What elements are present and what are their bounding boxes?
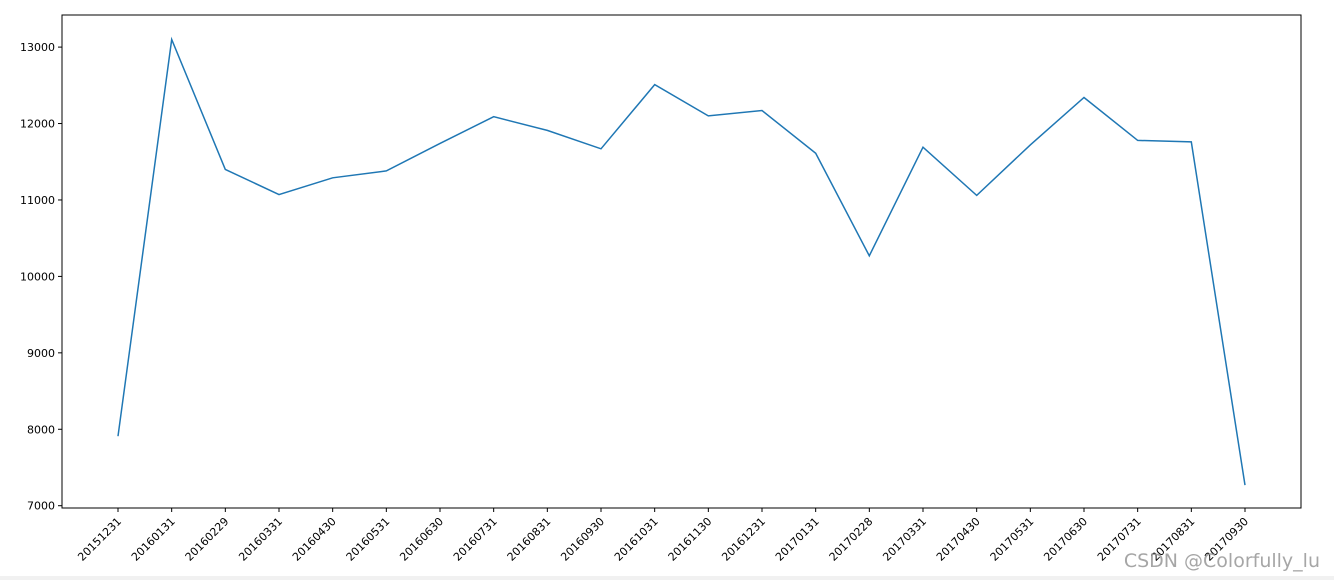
x-tick-label: 20160430: [290, 515, 339, 564]
x-tick-label: 20170131: [773, 515, 822, 564]
plot-area: [61, 14, 1302, 509]
y-tick-label: 13000: [20, 41, 55, 54]
x-tick-label: 20161130: [666, 515, 715, 564]
x-tick-label: 20160731: [451, 515, 500, 564]
y-axis: 7000 8000 9000 10000 11000 12000 13000: [20, 41, 62, 513]
x-tick-label: 20170430: [934, 515, 983, 564]
x-tick-label: 20161031: [612, 515, 661, 564]
watermark-text: CSDN @Colorfully_lu: [1123, 550, 1320, 572]
x-tick-label: 20160331: [236, 515, 285, 564]
bottom-strip: [0, 576, 1334, 580]
x-tick-label: 20160531: [344, 515, 393, 564]
x-tick-label: 20161231: [719, 515, 768, 564]
x-tick-label: 20160831: [505, 515, 554, 564]
x-axis: 20151231 20160131 20160229 20160331 20160430…: [75, 508, 1251, 564]
y-tick-label: 8000: [27, 423, 55, 436]
x-tick-label: 20160930: [558, 515, 607, 564]
y-tick-label: 10000: [20, 270, 55, 283]
y-tick-label: 12000: [20, 118, 55, 131]
x-tick-label: 20170531: [988, 515, 1037, 564]
y-tick-label: 7000: [27, 500, 55, 513]
x-tick-label: 20170331: [880, 515, 929, 564]
x-tick-label: 20151231: [75, 515, 124, 564]
y-tick-label: 11000: [20, 194, 55, 207]
series-line: [117, 36, 1246, 486]
x-tick-label: 20160630: [397, 515, 446, 564]
x-tick-label: 20160131: [129, 515, 178, 564]
x-tick-label: 20170630: [1041, 515, 1090, 564]
x-tick-label: 20170228: [827, 515, 876, 564]
y-tick-label: 9000: [27, 347, 55, 360]
x-tick-label: 20160229: [183, 515, 232, 564]
